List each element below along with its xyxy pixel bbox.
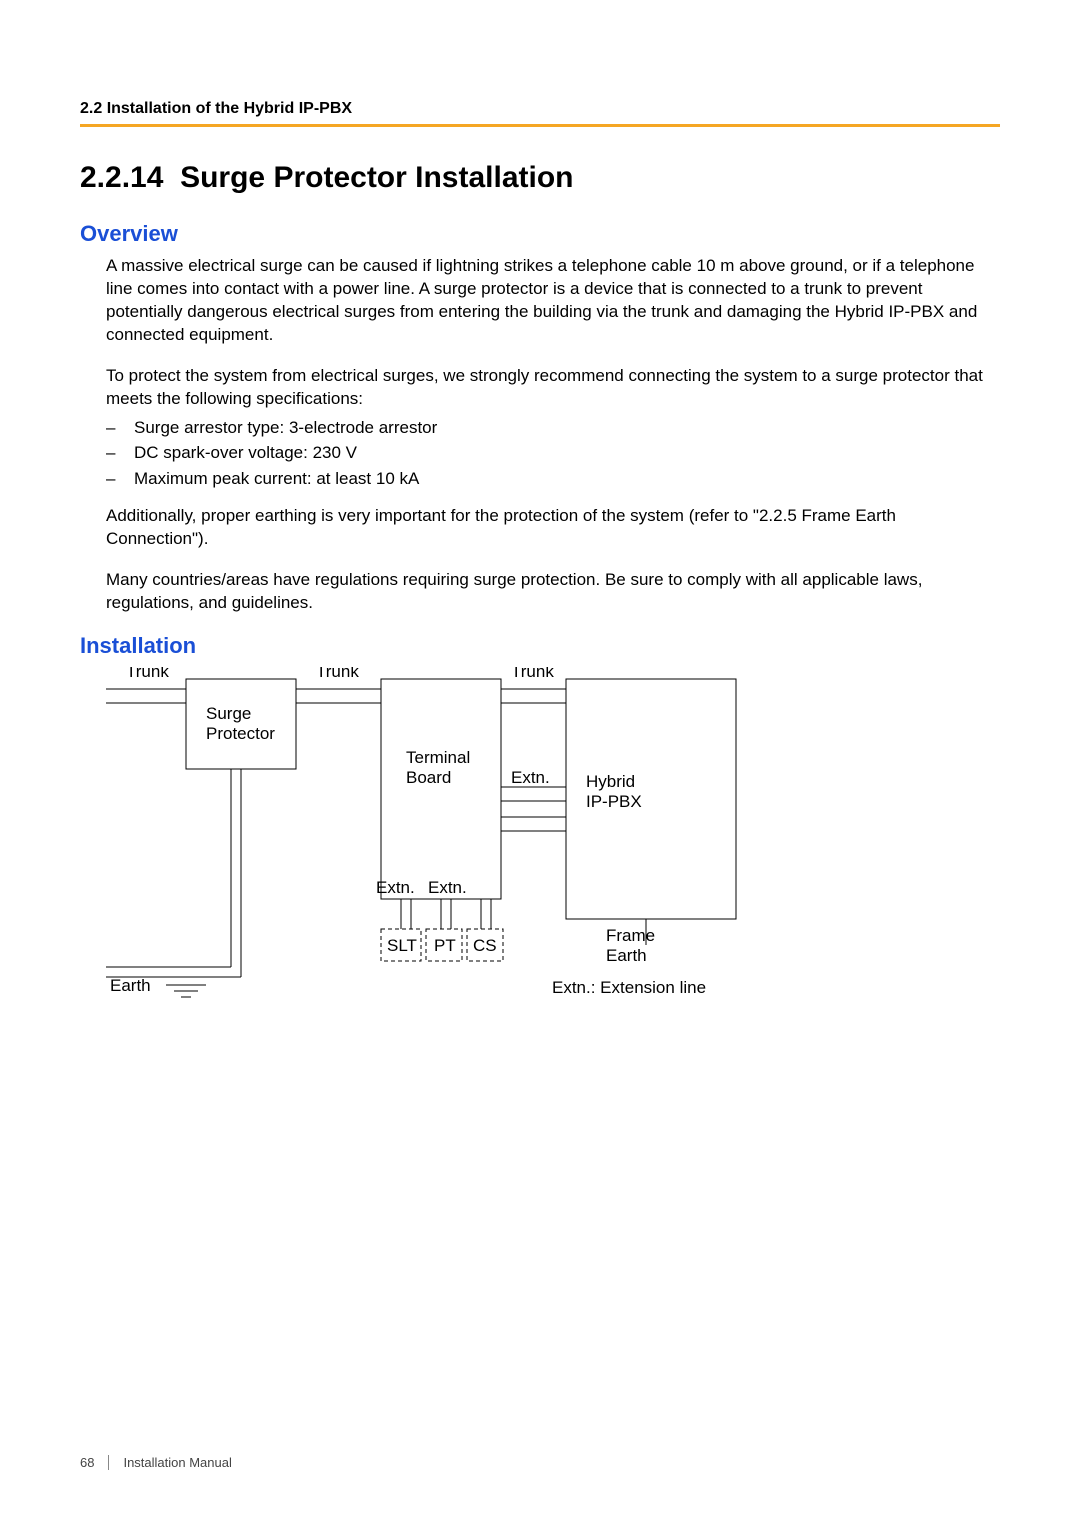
label-terminal-board: Terminal	[406, 748, 470, 767]
spec-list: Surge arrestor type: 3-electrode arresto…	[106, 415, 1000, 492]
label-frame-earth: Frame	[606, 926, 655, 945]
spec-item: Surge arrestor type: 3-electrode arresto…	[106, 415, 1000, 441]
label-surge-protector: Surge	[206, 704, 251, 723]
page-number: 68	[80, 1455, 109, 1470]
label-terminal-board: Board	[406, 768, 451, 787]
breadcrumb: 2.2 Installation of the Hybrid IP-PBX	[80, 100, 1000, 118]
label-extn: Extn.	[428, 878, 467, 897]
overview-para-3: Additionally, proper earthing is very im…	[106, 505, 1000, 551]
label-trunk: Trunk	[511, 667, 554, 681]
overview-heading: Overview	[80, 221, 1000, 247]
label-pt: PT	[434, 936, 456, 955]
label-earth: Earth	[110, 976, 151, 995]
diagram-svg: Trunk Trunk Trunk Surge Protector Termin…	[106, 667, 806, 1027]
label-surge-protector: Protector	[206, 724, 275, 743]
page-footer: 68 Installation Manual	[80, 1455, 232, 1470]
spec-item: DC spark-over voltage: 230 V	[106, 440, 1000, 466]
installation-heading: Installation	[80, 633, 1000, 659]
section-heading: 2.2.14 Surge Protector Installation	[80, 161, 1000, 195]
label-hybrid-ip-pbx: IP-PBX	[586, 792, 642, 811]
overview-para-1: A massive electrical surge can be caused…	[106, 255, 1000, 347]
footer-title: Installation Manual	[123, 1455, 231, 1470]
header-rule	[80, 124, 1000, 127]
overview-para-2: To protect the system from electrical su…	[106, 365, 1000, 411]
section-title: Surge Protector Installation	[180, 161, 573, 194]
overview-para-4: Many countries/areas have regulations re…	[106, 569, 1000, 615]
section-number: 2.2.14	[80, 161, 163, 194]
spec-item: Maximum peak current: at least 10 kA	[106, 466, 1000, 492]
label-trunk: Trunk	[126, 667, 169, 681]
label-trunk: Trunk	[316, 667, 359, 681]
page: 2.2 Installation of the Hybrid IP-PBX 2.…	[0, 0, 1080, 1528]
label-legend: Extn.: Extension line	[552, 978, 706, 997]
installation-diagram: Trunk Trunk Trunk Surge Protector Termin…	[106, 667, 806, 1027]
label-slt: SLT	[387, 936, 417, 955]
label-frame-earth: Earth	[606, 946, 647, 965]
label-hybrid-ip-pbx: Hybrid	[586, 772, 635, 791]
label-cs: CS	[473, 936, 497, 955]
label-extn: Extn.	[511, 768, 550, 787]
label-extn: Extn.	[376, 878, 415, 897]
